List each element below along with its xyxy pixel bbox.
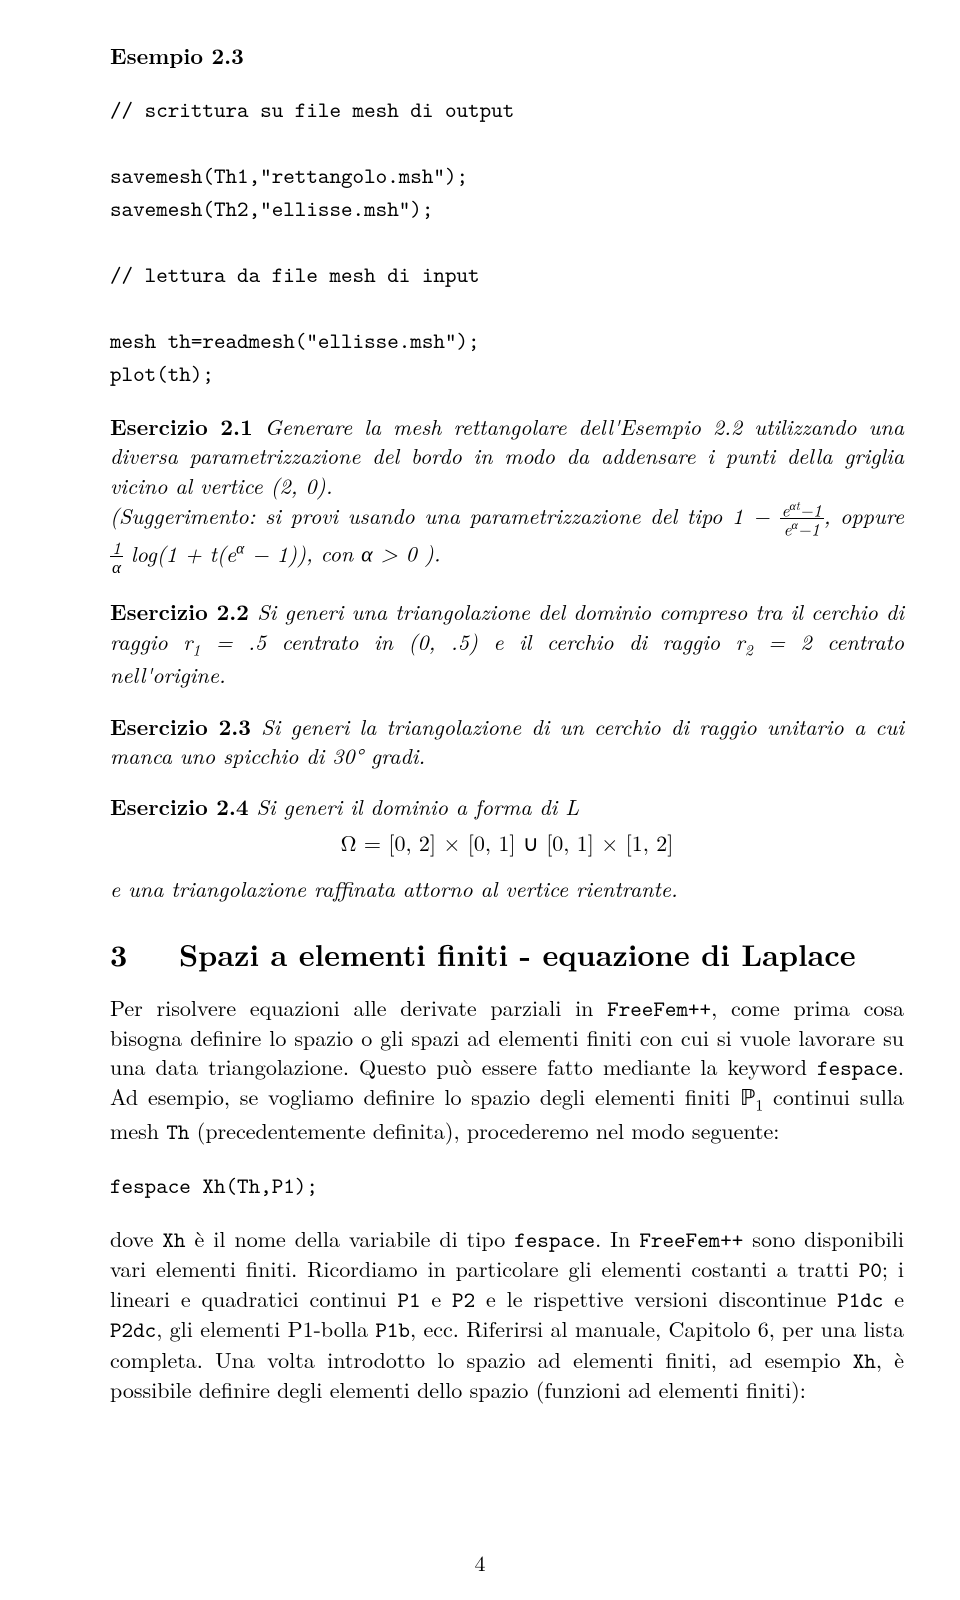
t: e	[883, 1283, 904, 1314]
P1: P1	[397, 1285, 420, 1314]
esercizio-2-4-cont: e una triangolazione raffinata attorno a…	[110, 874, 904, 903]
fespace-kw: fespace	[514, 1225, 595, 1254]
P2: P2	[452, 1285, 475, 1314]
r2: r2	[736, 626, 753, 657]
t: Per risolvere equazioni alle derivate pa…	[110, 992, 607, 1023]
r2eq: = 2	[753, 626, 812, 657]
fespace-kw: fespace	[817, 1053, 898, 1082]
code-line: savemesh(Th1,"rettangolo.msh");	[110, 161, 468, 190]
exercise-label: Esercizio 2.4	[110, 791, 249, 822]
P0: P0	[859, 1255, 882, 1284]
exercise-text: Si generi il dominio a forma di L	[249, 791, 579, 822]
esempio-label: Esempio 2.3	[110, 40, 904, 71]
t: dove	[110, 1223, 162, 1254]
section-3-para-1: Per risolvere equazioni alle derivate pa…	[110, 993, 904, 1147]
esercizio-2-1: Esercizio 2.1 Generare la mesh rettangol…	[110, 412, 904, 575]
exercise-label: Esercizio 2.2	[110, 596, 249, 627]
freefem: FreeFem++	[639, 1225, 743, 1254]
t: (precedentemente definita), procederemo …	[189, 1115, 779, 1146]
center1: (0, .5)	[408, 626, 477, 657]
esercizio-2-3: Esercizio 2.3 Si generi la triangolazion…	[110, 712, 904, 771]
code-block-2: fespace Xh(Th,P1);	[110, 1169, 904, 1202]
exercise-text: e il cerchio di raggio	[478, 626, 736, 657]
esercizio-2-4: Esercizio 2.4 Si generi il dominio a for…	[110, 792, 904, 821]
exercise-label: Esercizio 2.1	[110, 411, 253, 442]
Th: Th	[166, 1117, 189, 1146]
hint-close: ).	[417, 538, 441, 569]
code-line: plot(th);	[110, 359, 214, 388]
esercizio-2-2: Esercizio 2.2 Si generi una triangolazio…	[110, 597, 904, 689]
section-title: Spazi a elementi finiti - equazione di L…	[179, 932, 856, 975]
r1eq: = .5	[200, 626, 266, 657]
exercise-text: e una triangolazione raffinata attorno a…	[110, 873, 678, 904]
section-3-heading: 3 Spazi a elementi finiti - equazione di…	[110, 932, 904, 975]
hint-text: (Suggerimento: si provi usando una param…	[110, 500, 732, 531]
Xh: Xh	[853, 1346, 876, 1375]
t: , gli elementi P1-bolla	[156, 1313, 375, 1344]
t: e	[421, 1283, 452, 1314]
Xh: Xh	[162, 1225, 185, 1254]
section-3-para-2: dove Xh è il nome della variabile di tip…	[110, 1224, 904, 1405]
exercise-text: centrato in	[266, 626, 408, 657]
P1dc: P1dc	[837, 1285, 883, 1314]
p1-sub: 1	[755, 1095, 763, 1116]
document-page: Esempio 2.3 // scrittura su file mesh di…	[0, 0, 960, 1600]
hint-text: , con	[306, 538, 361, 569]
code-comment: // lettura da file mesh di input	[110, 260, 480, 289]
code-block-1: // scrittura su file mesh di output save…	[110, 93, 904, 390]
P2dc: P2dc	[110, 1315, 156, 1344]
section-number: 3	[110, 932, 127, 975]
r1: r1	[183, 626, 200, 657]
t: è il nome della variabile di tipo	[185, 1223, 514, 1254]
hint-text: , oppure	[824, 500, 904, 531]
t: e le rispettive versioni discontinue	[475, 1283, 837, 1314]
code-line: mesh th=readmesh("ellisse.msh");	[110, 326, 480, 355]
period: .	[326, 470, 333, 501]
t: . In	[595, 1223, 639, 1254]
code-comment: // scrittura su file mesh di output	[110, 95, 514, 124]
page-number: 4	[0, 1547, 960, 1578]
P1b: P1b	[375, 1315, 410, 1344]
freefem: FreeFem++	[607, 994, 711, 1023]
expr1: 1 − eαt−1eα−1	[732, 500, 824, 531]
alpha-cond: α > 0	[361, 538, 417, 569]
expr2: 1α log(1 + t(eα − 1))	[110, 538, 306, 569]
vertex: (2, 0)	[271, 470, 326, 501]
domain-equation: Ω = [0, 2] × [0, 1] ∪ [0, 1] × [1, 2]	[110, 827, 904, 858]
exercise-label: Esercizio 2.3	[110, 711, 251, 742]
code-line: savemesh(Th2,"ellisse.msh");	[110, 194, 433, 223]
